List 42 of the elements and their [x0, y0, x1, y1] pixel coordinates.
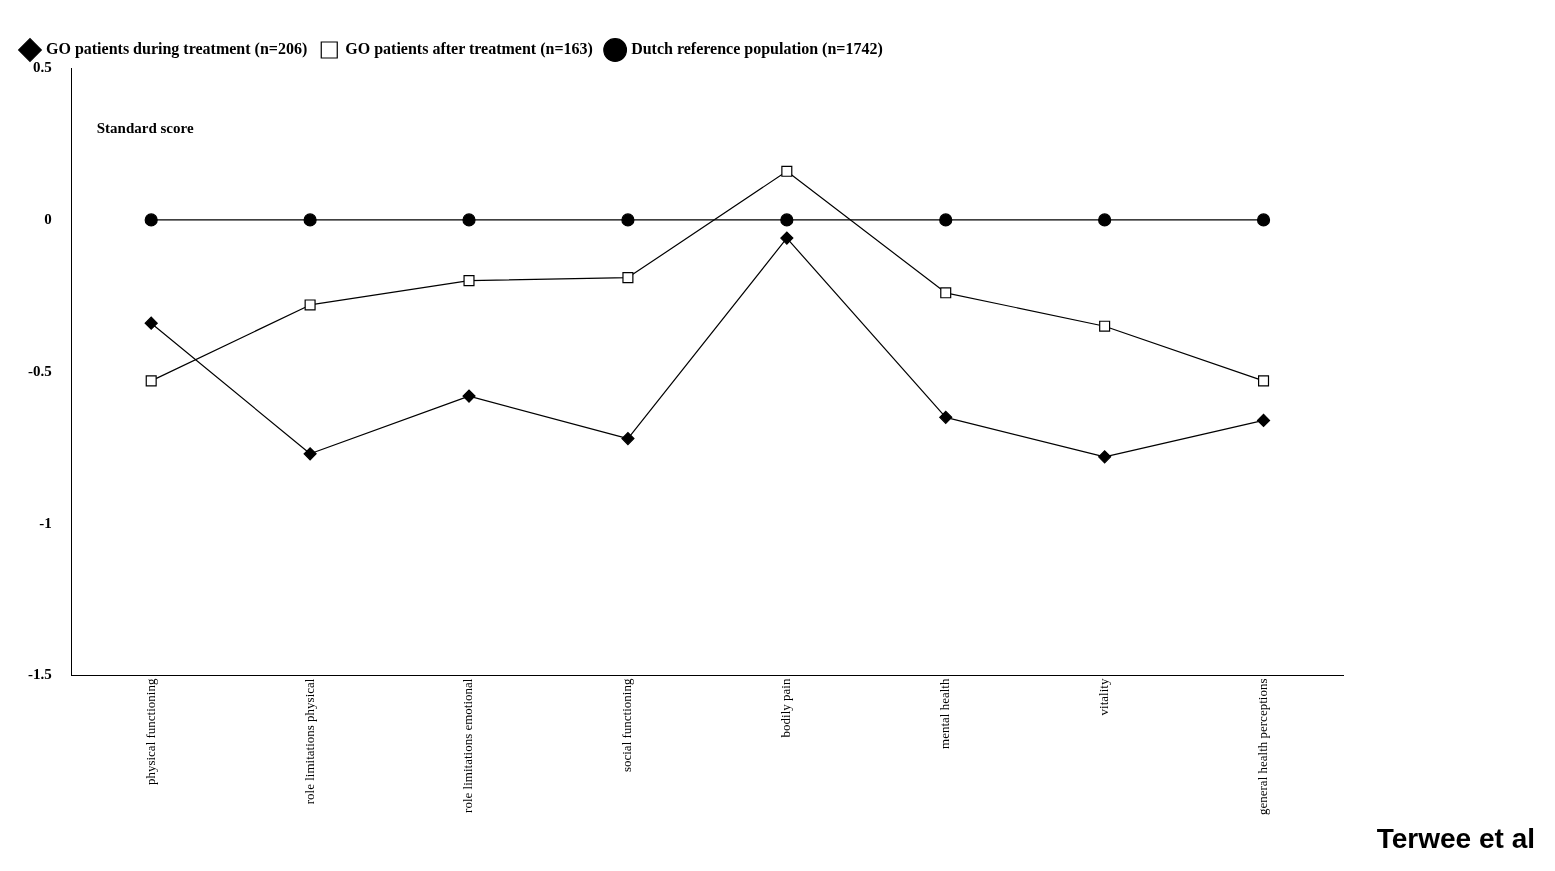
x-tick-label: vitality [1096, 678, 1112, 716]
legend-label: GO patients after treatment (n=163) [345, 40, 593, 59]
point [303, 447, 317, 461]
point [939, 213, 953, 227]
point [621, 432, 635, 446]
point [303, 213, 317, 227]
y-axis-title: Standard score [96, 119, 194, 136]
point [780, 231, 794, 245]
point [1256, 213, 1271, 227]
y-tick-label: 0.5 [33, 58, 52, 75]
legend-label: GO patients during treatment (n=206) [46, 40, 308, 59]
point [1098, 213, 1112, 227]
x-tick-label: general health perceptions [1254, 678, 1270, 815]
legend-label: Dutch reference population (n=1742) [631, 40, 883, 59]
text: Terwee et al [1376, 822, 1535, 854]
point [622, 272, 634, 284]
point [462, 213, 476, 227]
x-tick-label: physical functioning [142, 678, 158, 786]
y-tick-label: -1.5 [28, 666, 52, 683]
point [462, 389, 476, 403]
point [144, 213, 158, 227]
x-tick-label: role limitations emotional [460, 678, 476, 813]
y-tick-label: 0 [44, 210, 52, 227]
point [145, 375, 157, 387]
point [781, 165, 793, 177]
point [304, 299, 316, 311]
x-tick-label: role limitations physical [301, 678, 317, 805]
point [1099, 320, 1111, 332]
point [780, 213, 794, 227]
y-tick-label: -1 [39, 514, 52, 531]
point [1098, 450, 1112, 464]
point [1258, 375, 1270, 387]
x-tick-label: mental health [937, 678, 953, 749]
point [1256, 413, 1271, 427]
point [463, 275, 475, 287]
point [144, 316, 158, 330]
point [621, 213, 635, 227]
y-tick-label: -0.5 [28, 362, 52, 379]
x-tick-label: social functioning [619, 678, 635, 773]
x-tick-label: bodily pain [778, 678, 794, 738]
point [939, 410, 953, 424]
point [940, 287, 952, 299]
